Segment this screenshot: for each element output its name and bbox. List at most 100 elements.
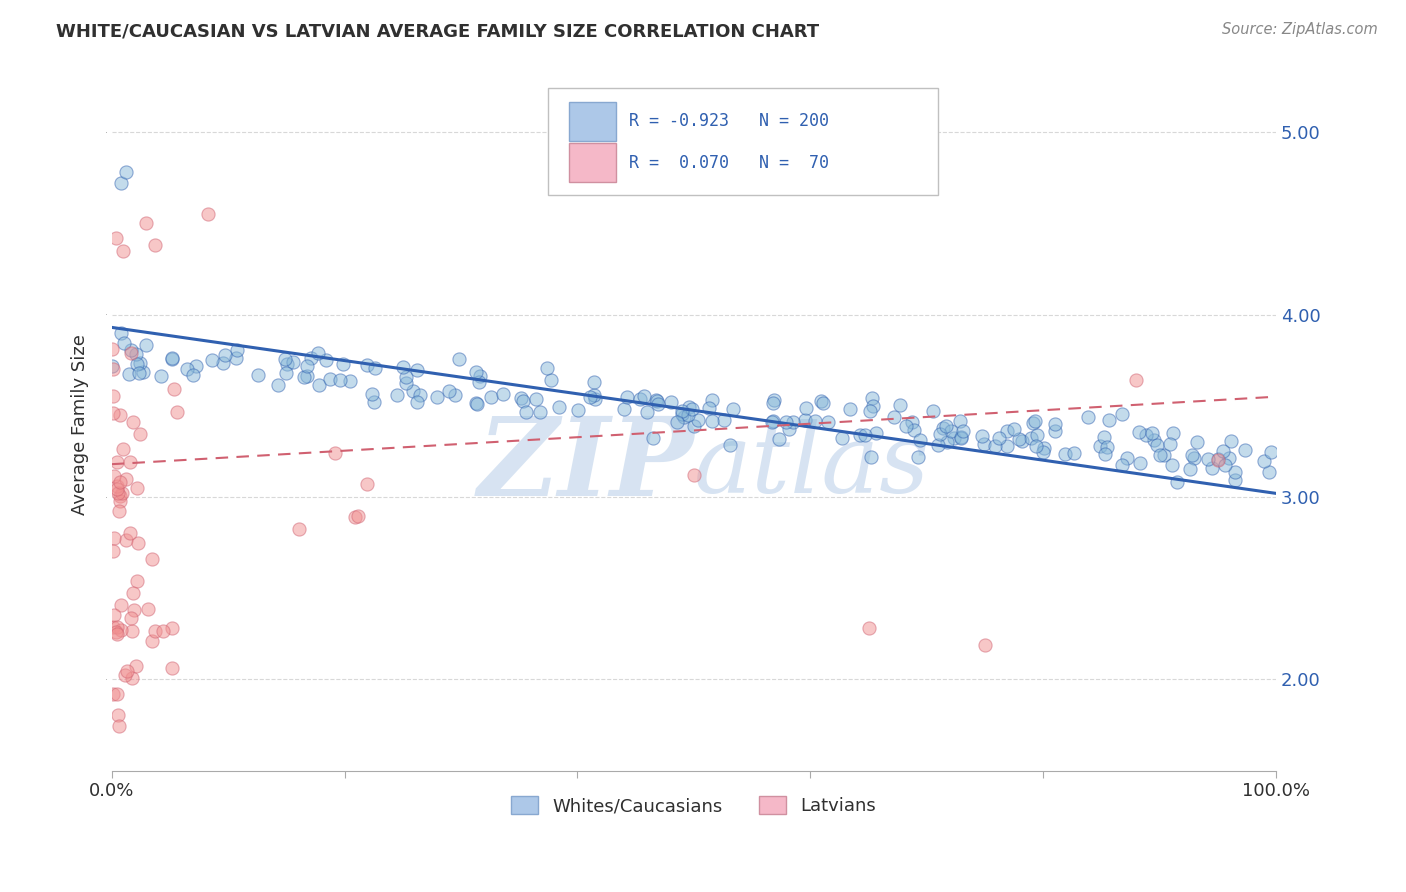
Point — [952, 424, 974, 438]
Point — [1213, 458, 1236, 472]
Point — [1025, 428, 1047, 442]
Point — [547, 400, 569, 414]
Point — [974, 638, 997, 652]
Point — [426, 390, 449, 404]
Point — [582, 375, 605, 389]
Point — [984, 439, 1007, 453]
Point — [105, 231, 128, 245]
Point — [212, 356, 235, 370]
Point — [849, 428, 872, 442]
Point — [858, 621, 880, 635]
Point — [361, 387, 384, 401]
Point — [579, 390, 602, 404]
Point — [939, 424, 962, 438]
Point — [276, 358, 298, 372]
Point — [464, 365, 486, 379]
Point — [108, 719, 131, 733]
Point — [1149, 448, 1171, 462]
Point — [197, 207, 219, 221]
Point — [105, 455, 128, 469]
Point — [114, 533, 136, 548]
Point — [283, 355, 305, 369]
Point — [1024, 414, 1046, 428]
Point — [683, 468, 706, 483]
Point — [628, 392, 651, 406]
Point — [633, 389, 655, 403]
Point — [160, 351, 183, 366]
Point — [1143, 434, 1166, 448]
Point — [125, 481, 148, 495]
Point — [160, 661, 183, 675]
Point — [394, 369, 416, 384]
Point — [101, 342, 124, 356]
Point — [356, 358, 378, 372]
Point — [101, 687, 124, 701]
Point — [391, 359, 413, 374]
Point — [323, 446, 346, 460]
Point — [907, 450, 929, 464]
Point — [274, 366, 297, 380]
Point — [201, 352, 224, 367]
Point — [356, 476, 378, 491]
Point — [114, 472, 136, 486]
Point — [1053, 447, 1076, 461]
Point — [935, 419, 957, 434]
FancyBboxPatch shape — [569, 102, 616, 141]
Point — [135, 338, 157, 352]
Point — [973, 437, 995, 451]
Point — [681, 401, 703, 416]
Point — [162, 621, 184, 635]
Point — [922, 403, 945, 417]
Point — [395, 376, 418, 390]
Point — [136, 602, 159, 616]
Point — [143, 238, 166, 252]
Y-axis label: Average Family Size: Average Family Size — [72, 334, 89, 515]
Point — [1008, 432, 1031, 446]
Point — [645, 392, 668, 407]
Text: Source: ZipAtlas.com: Source: ZipAtlas.com — [1222, 22, 1378, 37]
Point — [908, 433, 931, 447]
Point — [928, 426, 950, 441]
Point — [1063, 446, 1085, 460]
Point — [936, 434, 959, 449]
Point — [184, 359, 207, 374]
Point — [810, 394, 832, 409]
Point — [107, 485, 129, 500]
Point — [122, 415, 145, 429]
Point — [101, 389, 124, 403]
Point — [1129, 456, 1152, 470]
Point — [1197, 451, 1219, 466]
Point — [1182, 450, 1205, 465]
Point — [1002, 422, 1025, 436]
Point — [1159, 436, 1181, 450]
Point — [141, 552, 163, 566]
Point — [125, 574, 148, 588]
Point — [988, 431, 1011, 445]
Point — [647, 397, 669, 411]
Point — [1166, 475, 1188, 490]
Point — [510, 391, 533, 405]
Point — [163, 382, 186, 396]
Point — [339, 374, 361, 388]
Point — [1125, 373, 1147, 387]
Point — [889, 398, 911, 412]
Point — [152, 624, 174, 639]
Point — [105, 619, 128, 633]
Point — [943, 431, 966, 445]
Point — [121, 585, 143, 599]
Point — [1032, 444, 1054, 458]
Point — [492, 387, 515, 401]
Point — [1218, 451, 1240, 466]
Point — [225, 343, 247, 357]
Point — [121, 624, 143, 638]
Point — [858, 404, 880, 418]
Point — [288, 522, 311, 536]
Point — [105, 478, 128, 492]
Point — [114, 667, 136, 681]
Point — [1043, 425, 1066, 439]
Point — [1077, 410, 1099, 425]
Point — [1111, 458, 1133, 472]
Legend: Whites/Caucasians, Latvians: Whites/Caucasians, Latvians — [502, 787, 886, 824]
Point — [332, 357, 354, 371]
Point — [1095, 440, 1118, 454]
